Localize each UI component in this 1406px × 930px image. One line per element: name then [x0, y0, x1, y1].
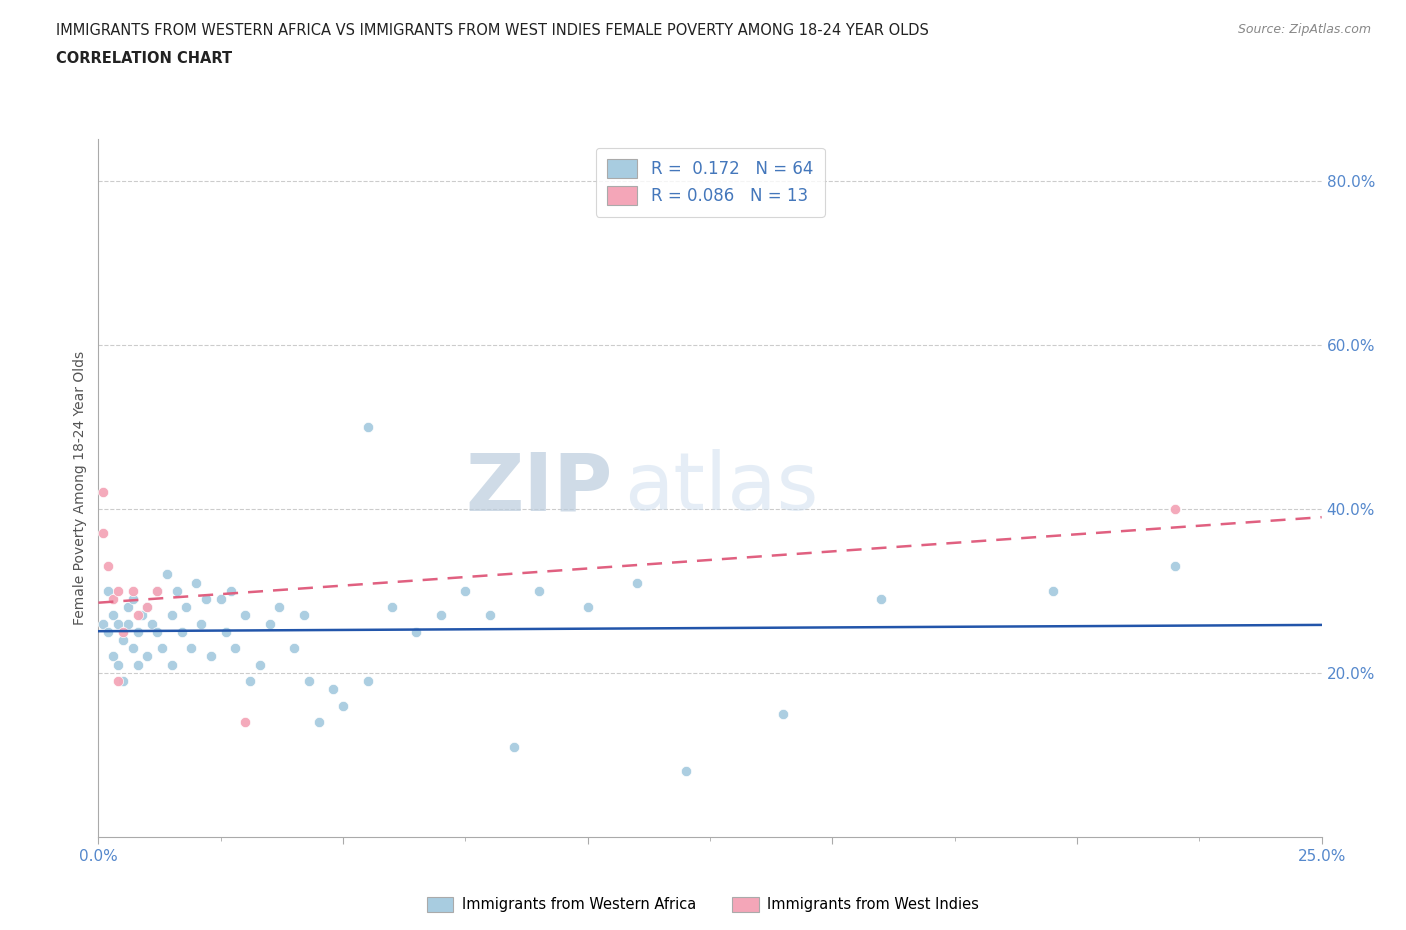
Point: [675, 764, 697, 778]
Point: [772, 707, 794, 722]
Legend: R =  0.172   N = 64, R = 0.086   N = 13: R = 0.172 N = 64, R = 0.086 N = 13: [596, 148, 824, 217]
Point: [141, 617, 163, 631]
Point: [127, 624, 149, 639]
Point: [107, 583, 129, 598]
Point: [166, 583, 188, 598]
Point: [249, 658, 271, 672]
Point: [1164, 501, 1187, 516]
Point: [219, 583, 242, 598]
Point: [160, 658, 183, 672]
Point: [136, 600, 159, 615]
Point: [190, 617, 212, 631]
Point: [298, 673, 321, 688]
Point: [91, 485, 114, 499]
Point: [356, 419, 378, 434]
Point: [101, 649, 124, 664]
Point: [121, 591, 143, 606]
Text: atlas: atlas: [624, 449, 818, 527]
Point: [117, 617, 139, 631]
Point: [381, 600, 404, 615]
Point: [121, 583, 143, 598]
Point: [239, 673, 262, 688]
Point: [146, 583, 169, 598]
Point: [233, 714, 256, 729]
Point: [121, 641, 143, 656]
Point: [322, 682, 344, 697]
Point: [292, 608, 315, 623]
Point: [478, 608, 501, 623]
Point: [170, 624, 193, 639]
Point: [97, 583, 120, 598]
Point: [332, 698, 354, 713]
Point: [870, 591, 893, 606]
Point: [1164, 559, 1187, 574]
Point: [111, 624, 134, 639]
Point: [91, 617, 114, 631]
Point: [160, 608, 183, 623]
Point: [224, 641, 246, 656]
Point: [156, 567, 179, 582]
Point: [136, 600, 159, 615]
Point: [97, 559, 120, 574]
Point: [186, 575, 208, 590]
Point: [107, 617, 129, 631]
Point: [1042, 583, 1064, 598]
Point: [269, 600, 291, 615]
Point: [626, 575, 648, 590]
Point: [283, 641, 305, 656]
Point: [576, 600, 599, 615]
Text: ZIP: ZIP: [465, 449, 612, 527]
Point: [176, 600, 198, 615]
Point: [454, 583, 477, 598]
Y-axis label: Female Poverty Among 18-24 Year Olds: Female Poverty Among 18-24 Year Olds: [73, 352, 87, 625]
Legend: Immigrants from Western Africa, Immigrants from West Indies: Immigrants from Western Africa, Immigran…: [420, 891, 986, 918]
Point: [107, 658, 129, 672]
Point: [101, 591, 124, 606]
Point: [111, 632, 134, 647]
Point: [200, 649, 222, 664]
Point: [308, 714, 330, 729]
Point: [111, 673, 134, 688]
Text: Source: ZipAtlas.com: Source: ZipAtlas.com: [1237, 23, 1371, 36]
Point: [233, 608, 256, 623]
Point: [259, 617, 281, 631]
Text: IMMIGRANTS FROM WESTERN AFRICA VS IMMIGRANTS FROM WEST INDIES FEMALE POVERTY AMO: IMMIGRANTS FROM WESTERN AFRICA VS IMMIGR…: [56, 23, 929, 38]
Point: [127, 608, 149, 623]
Text: CORRELATION CHART: CORRELATION CHART: [56, 51, 232, 66]
Point: [195, 591, 218, 606]
Point: [180, 641, 202, 656]
Point: [127, 658, 149, 672]
Point: [136, 649, 159, 664]
Point: [527, 583, 550, 598]
Point: [146, 624, 169, 639]
Point: [107, 673, 129, 688]
Point: [209, 591, 232, 606]
Point: [131, 608, 153, 623]
Point: [405, 624, 427, 639]
Point: [97, 624, 120, 639]
Point: [146, 583, 169, 598]
Point: [117, 600, 139, 615]
Point: [150, 641, 173, 656]
Point: [430, 608, 453, 623]
Point: [503, 739, 526, 754]
Point: [101, 608, 124, 623]
Point: [356, 673, 378, 688]
Point: [214, 624, 236, 639]
Point: [91, 526, 114, 541]
